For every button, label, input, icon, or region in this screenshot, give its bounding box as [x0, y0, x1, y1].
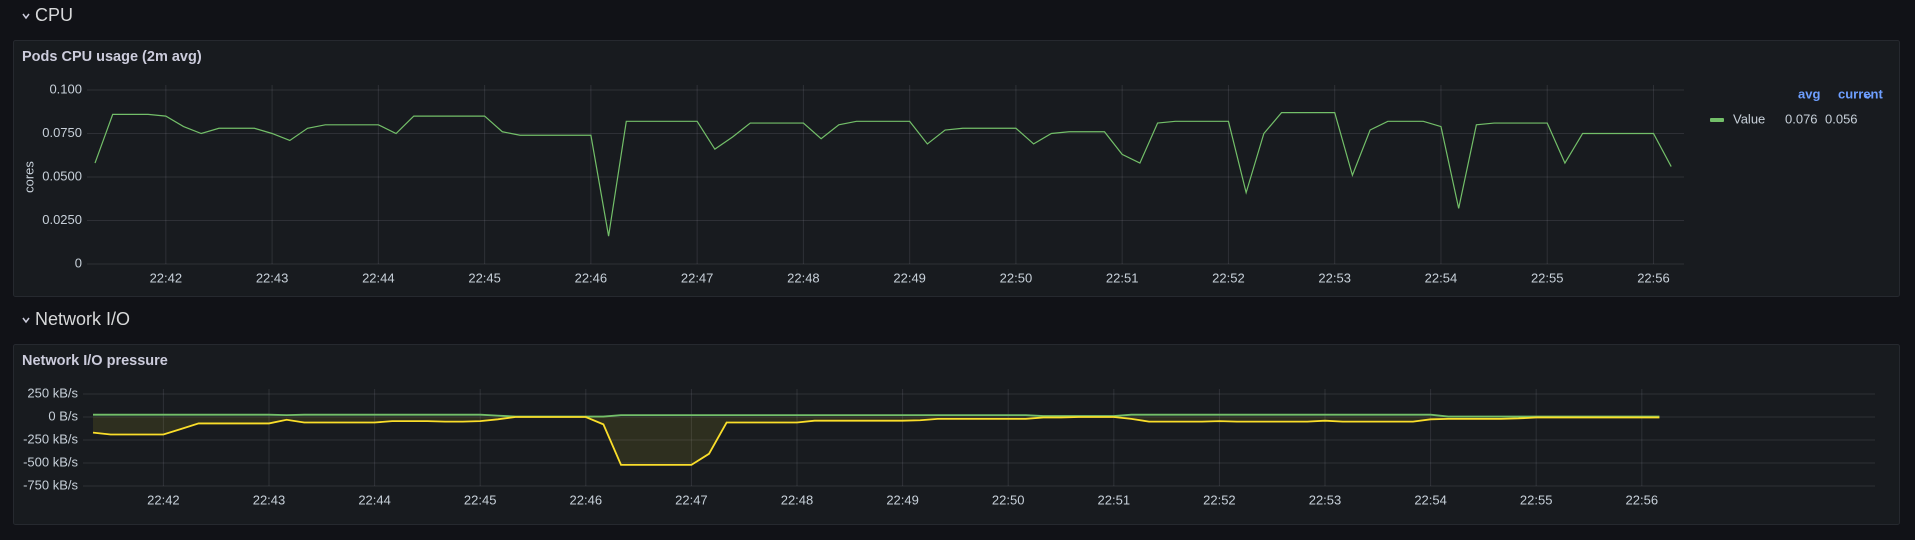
x-tick-label: 22:51: [1098, 492, 1131, 507]
x-tick-label: 22:50: [992, 492, 1025, 507]
collapse-icon[interactable]: [22, 13, 30, 20]
series-area: [93, 417, 1660, 465]
x-tick-label: 22:55: [1520, 492, 1553, 507]
y-tick-label: 0.0250: [42, 212, 82, 227]
x-tick-label: 22:44: [358, 492, 391, 507]
x-tick-label: 22:43: [253, 492, 286, 507]
x-tick-label: 22:53: [1309, 492, 1342, 507]
sort-icon[interactable]: [1864, 94, 1872, 100]
x-tick-label: 22:43: [256, 270, 289, 285]
y-tick-label: 0: [75, 255, 82, 270]
x-tick-label: 22:54: [1425, 270, 1458, 285]
x-tick-label: 22:56: [1626, 492, 1659, 507]
x-tick-label: 22:51: [1106, 270, 1139, 285]
x-tick-label: 22:48: [781, 492, 814, 507]
legend-header: current: [1838, 86, 1883, 101]
x-tick-label: 22:56: [1637, 270, 1670, 285]
series-line: [94, 112, 1672, 237]
x-tick-label: 22:48: [787, 270, 820, 285]
y-axis-label: cores: [21, 161, 36, 193]
x-tick-label: 22:52: [1203, 492, 1236, 507]
legend-label: Value: [1733, 111, 1765, 126]
y-tick-label: 0.0500: [42, 168, 82, 183]
y-tick-label: 250 kB/s: [27, 385, 78, 400]
x-tick-label: 22:47: [681, 270, 714, 285]
section-title[interactable]: Network I/O: [35, 309, 130, 329]
x-tick-label: 22:54: [1414, 492, 1447, 507]
x-tick-label: 22:44: [362, 270, 395, 285]
legend-value: 0.076: [1785, 111, 1818, 126]
panel-title[interactable]: Pods CPU usage (2m avg): [22, 49, 202, 65]
x-tick-label: 22:47: [675, 492, 708, 507]
legend-value: 0.056: [1825, 111, 1858, 126]
section-title[interactable]: CPU: [35, 5, 73, 25]
panel: [13, 40, 1900, 297]
panel-title[interactable]: Network I/O pressure: [22, 353, 168, 369]
x-tick-label: 22:49: [886, 492, 919, 507]
panel: [13, 344, 1900, 525]
x-tick-label: 22:46: [570, 492, 603, 507]
legend-header: avg: [1798, 86, 1820, 101]
x-tick-label: 22:50: [1000, 270, 1033, 285]
x-tick-label: 22:45: [464, 492, 497, 507]
x-tick-label: 22:49: [893, 270, 926, 285]
x-tick-label: 22:42: [150, 270, 183, 285]
x-tick-label: 22:42: [147, 492, 180, 507]
series-line: [92, 416, 1660, 466]
legend-swatch: [1710, 118, 1724, 122]
collapse-icon[interactable]: [22, 317, 30, 324]
x-tick-label: 22:45: [468, 270, 501, 285]
y-tick-label: -500 kB/s: [23, 454, 78, 469]
x-tick-label: 22:52: [1212, 270, 1245, 285]
y-tick-label: -750 kB/s: [23, 477, 78, 492]
x-tick-label: 22:46: [575, 270, 608, 285]
x-tick-label: 22:55: [1531, 270, 1564, 285]
y-tick-label: 0 B/s: [48, 408, 78, 423]
y-tick-label: 0.100: [49, 81, 82, 96]
y-tick-label: 0.0750: [42, 125, 82, 140]
x-tick-label: 22:53: [1318, 270, 1351, 285]
series-line: [93, 413, 1660, 418]
y-tick-label: -250 kB/s: [23, 431, 78, 446]
